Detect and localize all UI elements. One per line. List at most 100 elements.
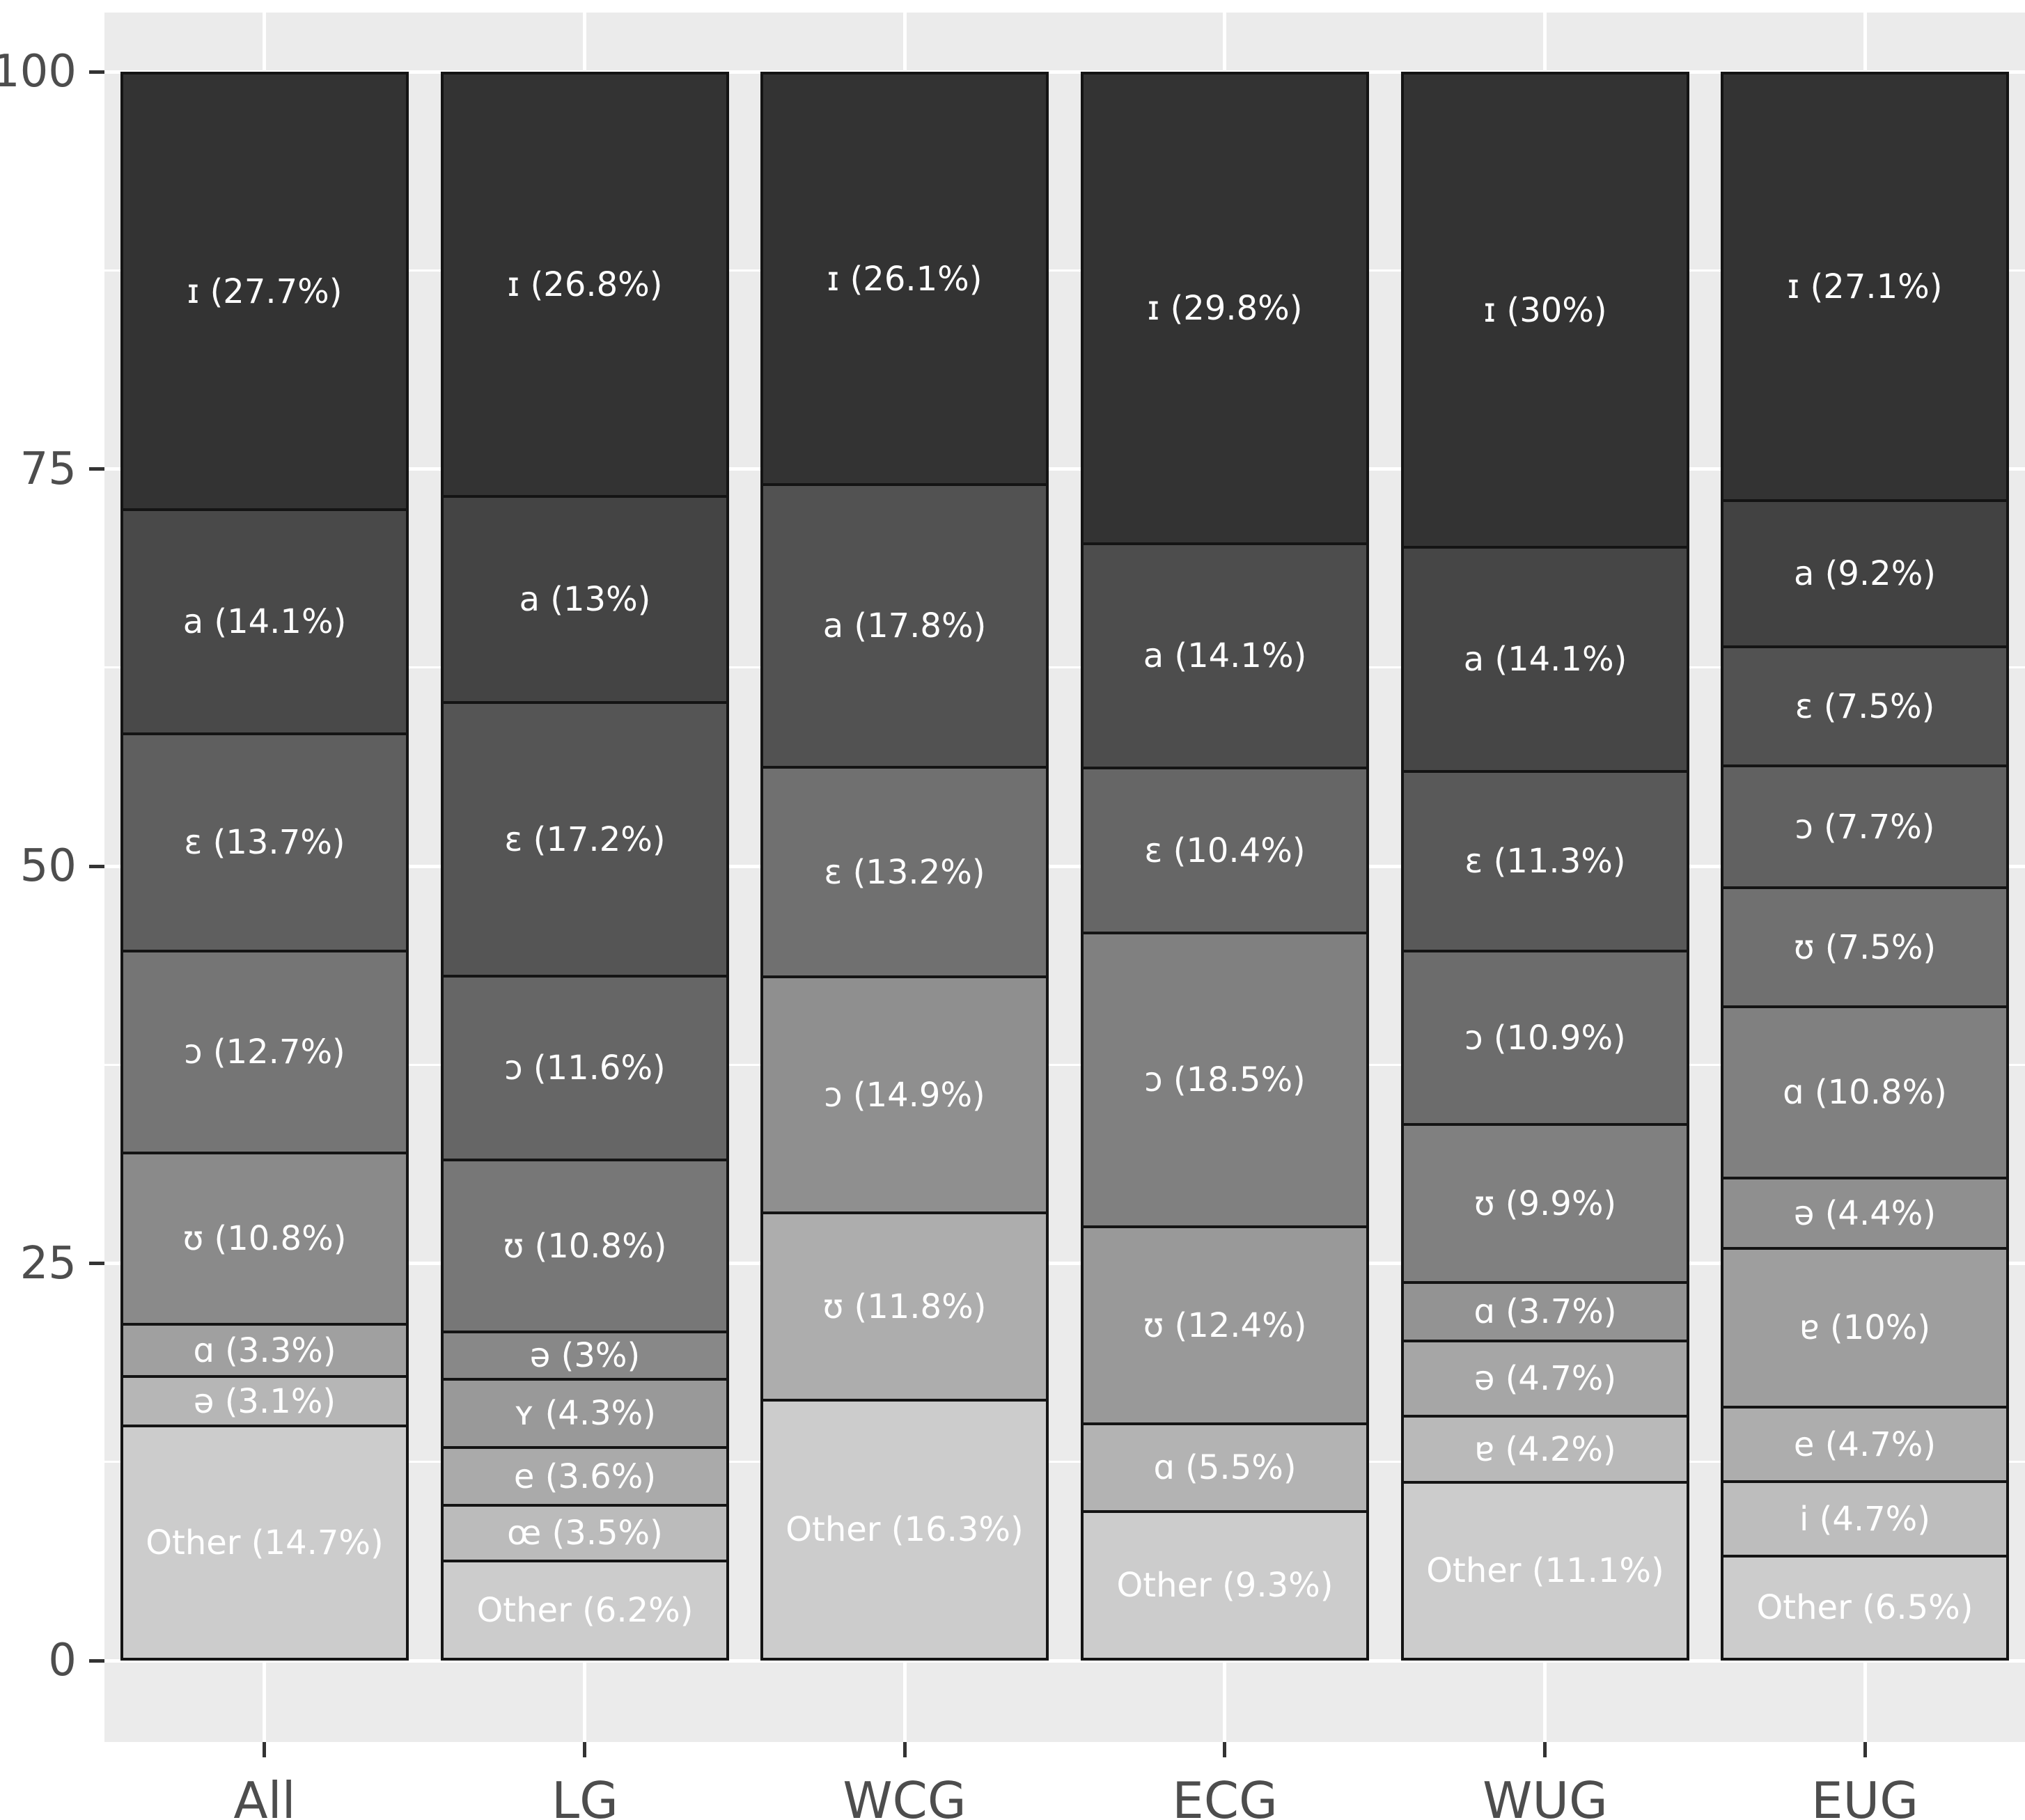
segment-label: a (13%): [519, 580, 651, 619]
bar-segment-ECG-ɔ: ɔ (18.5%): [1081, 932, 1369, 1228]
segment-label: œ (3.5%): [507, 1514, 663, 1553]
segment-label: ɪ (27.1%): [1787, 267, 1943, 306]
x-tick-WCG: [903, 1742, 907, 1757]
gridline-major-y-0: [104, 1659, 2025, 1663]
bar-LG: ɪ (26.8%) a (13%) ɛ (17.2%) ɔ (11.6%) ʊ (10.…: [441, 13, 729, 1742]
segment-label: Other (16.3%): [785, 1510, 1024, 1549]
segment-label: ɑ (5.5%): [1153, 1448, 1297, 1487]
x-tick-LG: [583, 1742, 586, 1757]
segment-label: a (14.1%): [1143, 636, 1307, 675]
segment-label: i (4.7%): [1799, 1499, 1930, 1539]
segment-label: ɛ (10.4%): [1144, 831, 1306, 870]
bar-WUG: ɪ (30%) a (14.1%) ɛ (11.3%) ɔ (10.9%) ʊ (9.9…: [1401, 13, 1689, 1742]
bar-segment-WUG-Other: Other (11.1%): [1401, 1481, 1689, 1661]
segment-label: ə (3.1%): [193, 1381, 336, 1421]
segment-label: a (14.1%): [182, 602, 347, 641]
y-tick-75: [89, 467, 104, 471]
bar-segment-EUG-ɔ: ɔ (7.7%): [1721, 764, 2009, 889]
segment-label: Other (11.1%): [1426, 1551, 1664, 1590]
gridline-minor-y-12.5: [104, 1461, 2025, 1463]
gridline-major-y-100: [104, 70, 2025, 74]
y-tick-label-50: 50: [19, 840, 77, 892]
bar-segment-EUG-Other: Other (6.5%): [1721, 1555, 2009, 1661]
x-tick-label-LG: LG: [552, 1771, 618, 1820]
bar-segment-All-ɛ: ɛ (13.7%): [120, 732, 409, 952]
bar-segment-All-ɔ: ɔ (12.7%): [120, 950, 409, 1154]
bar-segment-ECG-Other: Other (9.3%): [1081, 1510, 1369, 1661]
x-tick-label-WCG: WCG: [843, 1771, 967, 1820]
segment-label: ɐ (4.2%): [1474, 1429, 1616, 1469]
gridline-major-y-25: [104, 1262, 2025, 1265]
segment-label: ʊ (7.5%): [1793, 927, 1937, 967]
bar-segment-WCG-a: a (17.8%): [760, 483, 1049, 769]
bar-segment-ECG-ɛ: ɛ (10.4%): [1081, 767, 1369, 934]
bar-segment-ECG-a: a (14.1%): [1081, 542, 1369, 769]
bar-ECG: ɪ (29.8%) a (14.1%) ɛ (10.4%) ɔ (18.5%) ʊ (1…: [1081, 13, 1369, 1742]
gridline-major-y-50: [104, 865, 2025, 868]
bar-segment-WUG-ɪ: ɪ (30%): [1401, 72, 1689, 549]
bar-segment-LG-ʏ: ʏ (4.3%): [441, 1378, 729, 1449]
bar-segment-EUG-i: i (4.7%): [1721, 1480, 2009, 1558]
x-tick-label-EUG: EUG: [1811, 1771, 1918, 1820]
bar-All: ɪ (27.7%) a (14.1%) ɛ (13.7%) ɔ (12.7%) ʊ (1…: [120, 13, 409, 1742]
segment-label: ʊ (12.4%): [1143, 1305, 1307, 1345]
bar-segment-EUG-ə: ə (4.4%): [1721, 1177, 2009, 1250]
segment-label: ɪ (26.1%): [827, 259, 983, 299]
bar-segment-EUG-ɛ: ɛ (7.5%): [1721, 645, 2009, 767]
bar-segment-LG-ɛ: ɛ (17.2%): [441, 701, 729, 978]
segment-label: ɔ (14.9%): [824, 1075, 985, 1115]
bar-segment-LG-e: e (3.6%): [441, 1446, 729, 1507]
segment-label: ə (3%): [529, 1336, 641, 1375]
segment-label: ɔ (11.6%): [504, 1049, 666, 1088]
segment-label: Other (6.2%): [476, 1590, 694, 1630]
x-tick-WUG: [1543, 1742, 1547, 1757]
bar-segment-WUG-ɑ: ɑ (3.7%): [1401, 1281, 1689, 1342]
bar-segment-WCG-ʊ: ʊ (11.8%): [760, 1211, 1049, 1402]
bar-segment-EUG-ɪ: ɪ (27.1%): [1721, 72, 2009, 502]
segment-label: ɔ (10.9%): [1464, 1018, 1626, 1058]
segment-label: ʊ (11.8%): [822, 1287, 987, 1326]
bar-segment-ECG-ʊ: ʊ (12.4%): [1081, 1225, 1369, 1425]
segment-label: ɪ (27.7%): [187, 272, 343, 311]
bar-segment-All-ʊ: ʊ (10.8%): [120, 1152, 409, 1326]
bar-segment-EUG-ʊ: ʊ (7.5%): [1721, 886, 2009, 1008]
x-tick-label-WUG: WUG: [1483, 1771, 1608, 1820]
bar-segment-EUG-e: e (4.7%): [1721, 1406, 2009, 1483]
bar-segment-LG-ʊ: ʊ (10.8%): [441, 1159, 729, 1333]
bar-segment-WCG-ɪ: ɪ (26.1%): [760, 72, 1049, 486]
bar-segment-LG-œ: œ (3.5%): [441, 1504, 729, 1562]
bar-segment-ECG-ɪ: ɪ (29.8%): [1081, 72, 1369, 545]
bar-segment-WUG-ə: ə (4.7%): [1401, 1340, 1689, 1418]
segment-label: ɔ (7.7%): [1795, 807, 1935, 847]
bar-segment-WUG-ʊ: ʊ (9.9%): [1401, 1123, 1689, 1284]
segment-label: ə (4.7%): [1473, 1359, 1617, 1398]
bar-segment-WUG-ɛ: ɛ (11.3%): [1401, 770, 1689, 952]
bar-segment-WUG-ɐ: ɐ (4.2%): [1401, 1415, 1689, 1484]
segment-label: ɛ (17.2%): [504, 819, 666, 859]
gridline-major-y-75: [104, 467, 2025, 471]
bar-segment-WCG-ɔ: ɔ (14.9%): [760, 975, 1049, 1214]
bar-segment-LG-ə: ə (3%): [441, 1331, 729, 1381]
segment-label: a (17.8%): [822, 606, 987, 645]
segment-label: ɪ (30%): [1483, 290, 1607, 330]
x-tick-All: [263, 1742, 266, 1757]
bar-segment-WCG-Other: Other (16.3%): [760, 1399, 1049, 1661]
bar-segment-EUG-ɑ: ɑ (10.8%): [1721, 1005, 2009, 1179]
bar-segment-LG-Other: Other (6.2%): [441, 1560, 729, 1661]
bar-segment-WUG-ɔ: ɔ (10.9%): [1401, 950, 1689, 1126]
plot-panel: ɪ (27.7%) a (14.1%) ɛ (13.7%) ɔ (12.7%) ʊ (1…: [104, 13, 2025, 1742]
y-tick-100: [89, 70, 104, 74]
segment-label: a (14.1%): [1463, 640, 1627, 679]
y-tick-label-100: 100: [0, 46, 77, 97]
segment-label: ɐ (10%): [1799, 1308, 1931, 1347]
bar-segment-EUG-ɐ: ɐ (10%): [1721, 1247, 2009, 1409]
segment-label: ɛ (7.5%): [1795, 687, 1935, 726]
x-tick-EUG: [1863, 1742, 1867, 1757]
y-tick-0: [89, 1659, 104, 1663]
y-tick-label-75: 75: [19, 444, 77, 495]
bar-segment-LG-ɪ: ɪ (26.8%): [441, 72, 729, 498]
x-tick-label-ECG: ECG: [1172, 1771, 1278, 1820]
bar-segment-EUG-a: a (9.2%): [1721, 499, 2009, 648]
segment-label: ə (4.4%): [1793, 1193, 1937, 1233]
